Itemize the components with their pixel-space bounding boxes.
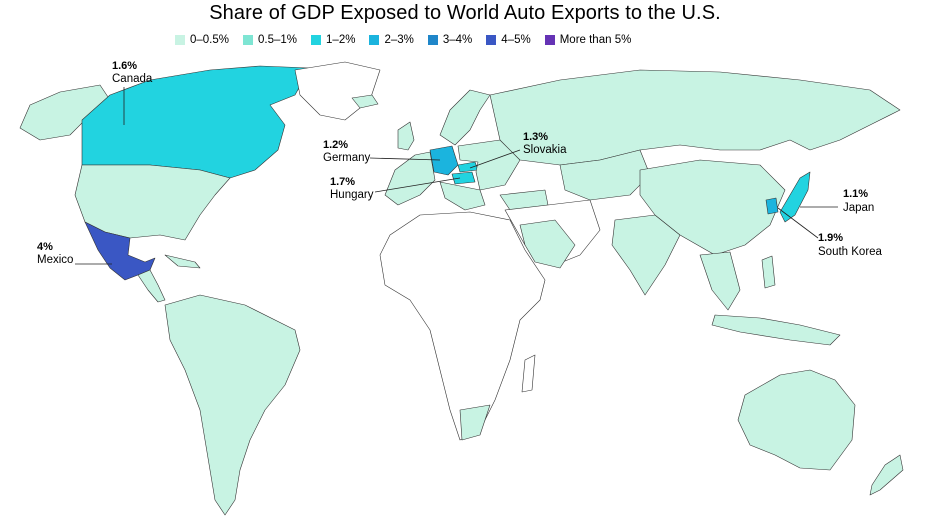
region-southeast-asia	[699, 251, 741, 311]
callout-value-canada: 1.6%	[112, 60, 137, 72]
callout-value-south-korea: 1.9%	[818, 232, 843, 244]
legend-swatch	[311, 35, 322, 45]
region-balkans	[439, 181, 486, 211]
region-south-america	[164, 294, 301, 516]
legend-item-5: 4–5%	[486, 34, 531, 46]
legend-item-6: More than 5%	[544, 34, 632, 46]
region-greenland	[294, 61, 381, 121]
region-mexico	[84, 221, 156, 281]
callout-name-slovakia: Slovakia	[523, 144, 567, 156]
region-china	[639, 159, 786, 256]
legend-item-0: 0–0.5%	[175, 34, 229, 46]
region-south-africa	[459, 404, 491, 441]
callout-name-germany: Germany	[323, 152, 371, 164]
region-germany	[429, 145, 459, 176]
legend-label: 1–2%	[326, 34, 356, 46]
legend-swatch	[175, 35, 185, 45]
legend-swatch	[427, 35, 438, 45]
callout-name-canada: Canada	[112, 73, 153, 85]
callout-line-hungary	[374, 177, 461, 193]
legend-item-1: 0.5–1%	[243, 34, 297, 46]
callout-value-japan: 1.1%	[843, 188, 868, 200]
callout-value-mexico: 4%	[37, 241, 53, 253]
callout-value-germany: 1.2%	[323, 139, 348, 151]
legend-swatch	[486, 35, 497, 45]
legend-item-3: 2–3%	[369, 34, 414, 46]
region-caribbean	[164, 254, 201, 269]
legend-label: 4–5%	[501, 34, 531, 46]
legend-item-4: 3–4%	[427, 34, 473, 46]
legend-swatch	[243, 35, 254, 45]
callout-line-south-korea	[777, 207, 819, 239]
legend-swatch	[544, 35, 555, 45]
region-uk	[397, 121, 415, 151]
region-africa	[379, 211, 546, 441]
legend-item-2: 1–2%	[311, 34, 355, 46]
callout-name-japan: Japan	[843, 202, 874, 214]
callout-value-hungary: 1.7%	[330, 176, 355, 188]
legend: 0–0.5% 0.5–1% 1–2% 2–3% 3–4% 4–5% More t…	[175, 34, 631, 46]
callout-name-south-korea: South Korea	[818, 246, 883, 258]
callout-name-hungary: Hungary	[330, 189, 374, 201]
legend-label: More than 5%	[559, 34, 632, 46]
legend-swatch	[369, 35, 380, 45]
callout-name-mexico: Mexico	[37, 254, 73, 266]
region-hungary	[451, 171, 476, 185]
region-south-korea	[765, 197, 779, 215]
legend-label: 2–3%	[384, 34, 414, 46]
region-saudi-arabia	[519, 219, 576, 269]
callout-line-germany	[369, 157, 441, 161]
legend-label: 0–0.5%	[190, 34, 230, 46]
legend-label: 3–4%	[442, 34, 473, 46]
legend-label: 0.5–1%	[258, 34, 298, 46]
region-scandinavia	[439, 89, 491, 146]
callout-value-slovakia: 1.3%	[523, 131, 548, 143]
map-title: Share of GDP Exposed to World Auto Expor…	[209, 2, 721, 24]
region-indonesia	[711, 314, 841, 346]
region-philippines	[761, 255, 776, 289]
region-japan	[779, 171, 811, 223]
region-madagascar	[521, 354, 536, 393]
region-slovakia	[457, 161, 479, 173]
region-western-europe	[384, 151, 436, 206]
region-new-zealand	[869, 454, 904, 496]
region-australia	[737, 369, 856, 471]
region-central-america	[137, 269, 166, 303]
region-iceland	[351, 94, 379, 109]
callout-line-slovakia	[469, 149, 521, 169]
